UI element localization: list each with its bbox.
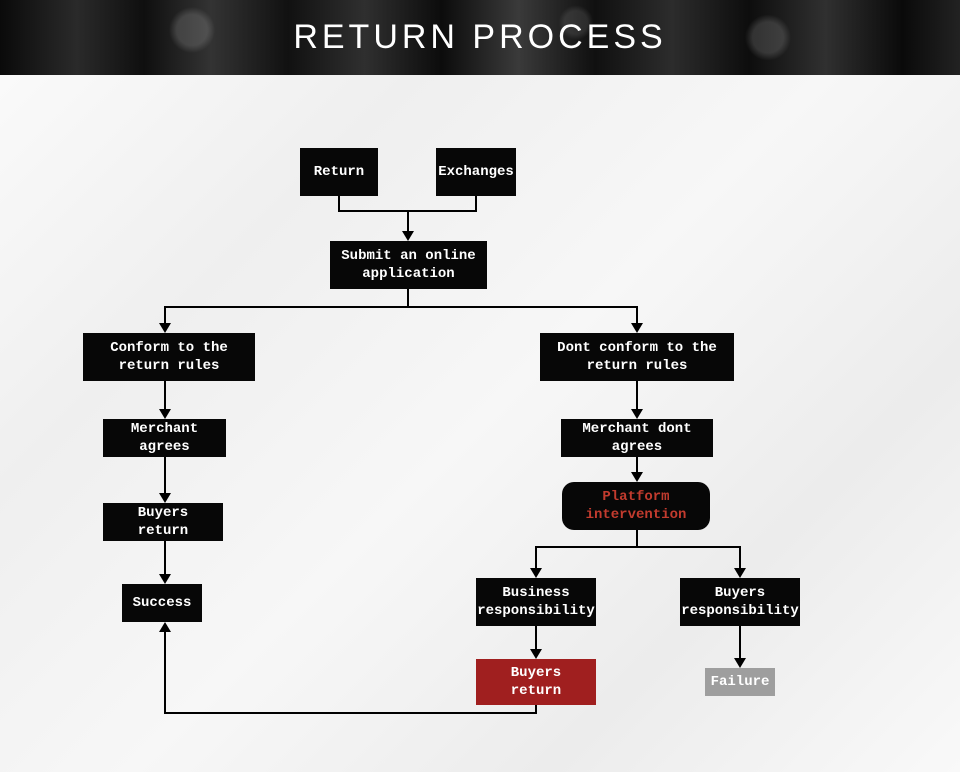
- edge-3: [408, 289, 637, 327]
- arrowhead-12: [734, 658, 746, 668]
- arrowhead-11: [530, 649, 542, 659]
- page-title: RETURN PROCESS: [0, 18, 960, 57]
- arrowhead-6: [159, 574, 171, 584]
- arrowhead-9: [734, 568, 746, 578]
- node-breturn2: Buyers return: [476, 659, 596, 705]
- arrowhead-4: [159, 409, 171, 419]
- node-submit: Submit an online application: [330, 241, 487, 289]
- arrowhead-2: [159, 323, 171, 333]
- banner: RETURN PROCESS: [0, 0, 960, 76]
- arrowhead-10: [530, 568, 542, 578]
- node-failure: Failure: [705, 668, 775, 696]
- arrowhead-5: [159, 493, 171, 503]
- edge-9: [637, 530, 740, 572]
- edge-2: [165, 289, 408, 327]
- node-breturn1: Buyers return: [103, 503, 223, 541]
- node-magree: Merchant agrees: [103, 419, 226, 457]
- node-bizresp: Business responsibility: [476, 578, 596, 626]
- node-mdont: Merchant dont agrees: [561, 419, 713, 457]
- arrowhead-7: [631, 409, 643, 419]
- node-return: Return: [300, 148, 378, 196]
- arrowhead-8: [631, 472, 643, 482]
- node-success: Success: [122, 584, 202, 622]
- arrowhead-13: [159, 622, 171, 632]
- node-dont: Dont conform to the return rules: [540, 333, 734, 381]
- edge-0: [339, 196, 476, 211]
- arrowhead-1: [402, 231, 414, 241]
- node-conform: Conform to the return rules: [83, 333, 255, 381]
- node-exchanges: Exchanges: [436, 148, 516, 196]
- arrowhead-3: [631, 323, 643, 333]
- flowchart-canvas: Return Exchanges Submit an online applicat…: [0, 75, 960, 772]
- edge-10: [536, 530, 637, 572]
- node-platform: Platform intervention: [562, 482, 710, 530]
- node-buyresp: Buyers responsibility: [680, 578, 800, 626]
